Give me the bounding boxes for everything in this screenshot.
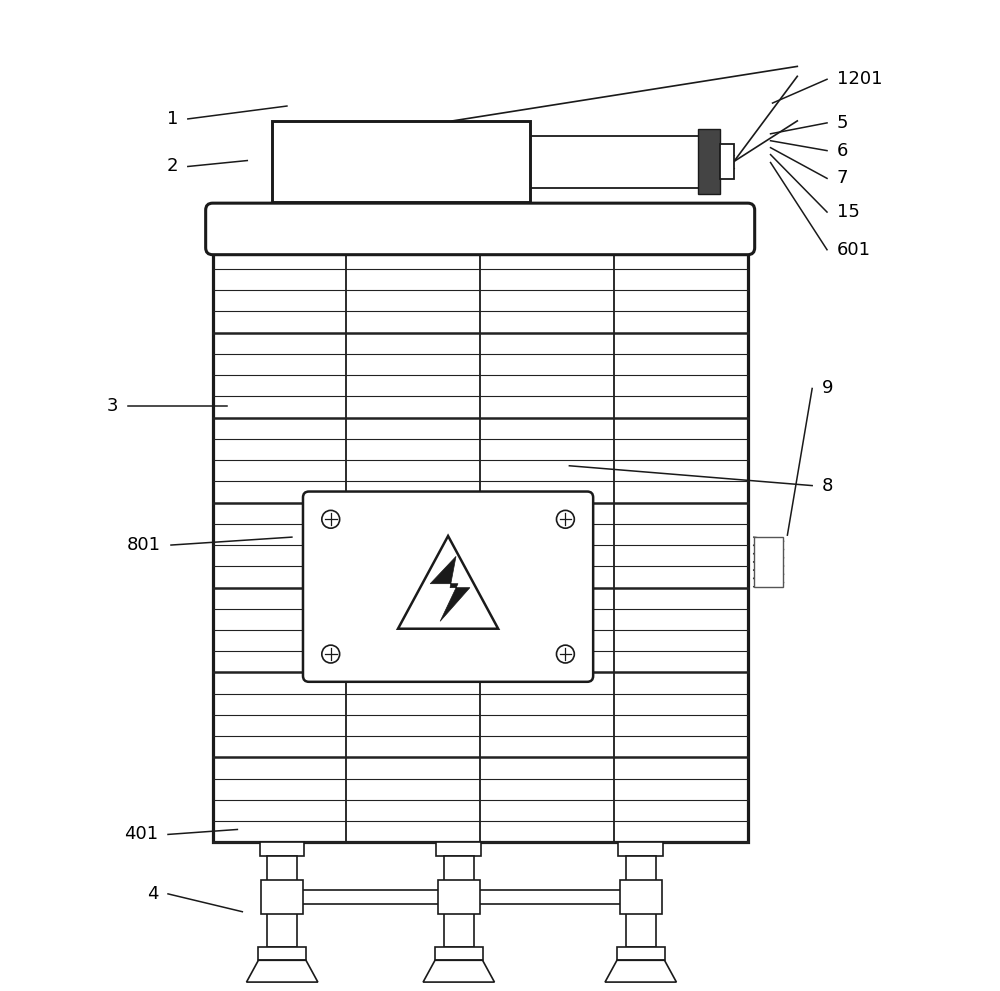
Polygon shape (398, 536, 498, 628)
Bar (258, 947, 306, 960)
Text: 15: 15 (837, 203, 860, 221)
Text: 8: 8 (822, 477, 833, 495)
Text: 2: 2 (166, 158, 178, 175)
Polygon shape (247, 960, 318, 982)
Bar (267, 890, 656, 904)
Text: 1: 1 (167, 110, 178, 128)
Bar (260, 842, 304, 856)
Circle shape (556, 645, 574, 663)
Bar (438, 880, 480, 914)
Text: 601: 601 (837, 241, 871, 259)
Text: 5: 5 (837, 114, 848, 132)
Text: 4: 4 (147, 885, 158, 903)
Text: 401: 401 (124, 826, 158, 843)
Bar (620, 880, 662, 914)
Text: 9: 9 (822, 380, 834, 397)
Bar (436, 842, 481, 856)
Bar (754, 537, 783, 587)
Bar (698, 129, 720, 194)
Polygon shape (430, 556, 470, 621)
Polygon shape (423, 960, 494, 982)
Text: 3: 3 (107, 397, 118, 415)
Bar (444, 856, 474, 947)
Circle shape (556, 510, 574, 528)
Bar (267, 856, 297, 947)
FancyBboxPatch shape (303, 492, 593, 682)
Circle shape (322, 645, 340, 663)
Bar (617, 947, 665, 960)
Bar (626, 856, 656, 947)
Bar (213, 248, 748, 842)
Text: 1201: 1201 (837, 70, 882, 88)
Text: 6: 6 (837, 142, 848, 160)
Bar (272, 121, 530, 202)
Text: 801: 801 (127, 536, 161, 554)
Polygon shape (605, 960, 676, 982)
Bar (435, 947, 483, 960)
Bar (261, 880, 303, 914)
Bar (618, 842, 663, 856)
Bar (720, 144, 734, 179)
FancyBboxPatch shape (206, 203, 755, 255)
Text: 7: 7 (837, 169, 848, 187)
Circle shape (322, 510, 340, 528)
